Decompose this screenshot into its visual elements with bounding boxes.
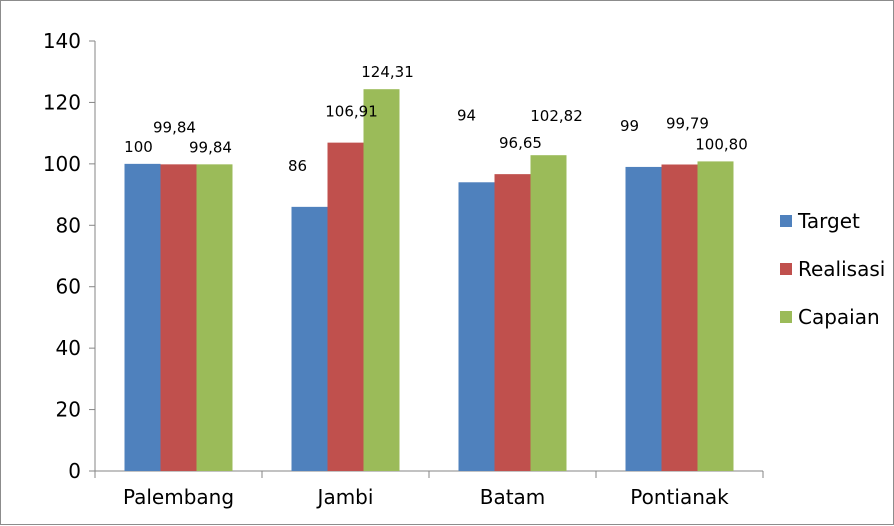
data-label-capaian: 124,31	[361, 63, 414, 81]
data-label-realisasi: 99,79	[666, 115, 709, 133]
data-label-target: 94	[457, 106, 476, 124]
legend-label-capaian: Capaian	[798, 305, 880, 329]
bar-realisasi	[494, 174, 531, 471]
data-label-realisasi: 106,91	[325, 103, 378, 121]
y-tick-label: 0	[68, 459, 81, 483]
x-tick-label: Palembang	[123, 485, 234, 509]
data-label-capaian: 100,80	[695, 135, 748, 153]
bar-target	[291, 206, 328, 471]
x-tick-label: Pontianak	[630, 485, 729, 509]
x-tick-label: Batam	[480, 485, 546, 509]
bar-target	[458, 182, 495, 472]
x-tick-label: Jambi	[316, 485, 374, 509]
bar-realisasi	[160, 164, 197, 471]
data-label-realisasi: 96,65	[499, 134, 542, 152]
y-tick-label: 120	[43, 90, 81, 114]
legend-swatch-target	[780, 215, 792, 227]
data-label-target: 99	[620, 117, 639, 135]
y-tick-label: 100	[43, 152, 81, 176]
y-tick-label: 20	[56, 398, 81, 422]
bar-target	[124, 163, 161, 471]
data-label-realisasi: 99,84	[153, 118, 196, 136]
bar-target	[625, 166, 662, 471]
data-label-target: 100	[124, 138, 153, 156]
y-tick-label: 40	[56, 336, 81, 360]
y-tick-label: 80	[56, 213, 81, 237]
data-label-capaian: 102,82	[530, 107, 583, 125]
legend-label-realisasi: Realisasi	[798, 257, 885, 281]
data-label-capaian: 99,84	[189, 138, 232, 156]
legend-swatch-realisasi	[780, 263, 792, 275]
bar-realisasi	[327, 142, 364, 471]
bar-realisasi	[661, 164, 698, 471]
legend-label-target: Target	[797, 209, 860, 233]
legend-swatch-capaian	[780, 311, 792, 323]
bar-capaian	[363, 89, 400, 472]
bar-capaian	[530, 155, 567, 471]
bar-capaian	[196, 164, 233, 471]
y-tick-label: 60	[56, 275, 81, 299]
bar-capaian	[697, 161, 734, 471]
data-label-target: 86	[288, 157, 307, 175]
y-tick-label: 140	[43, 29, 81, 53]
